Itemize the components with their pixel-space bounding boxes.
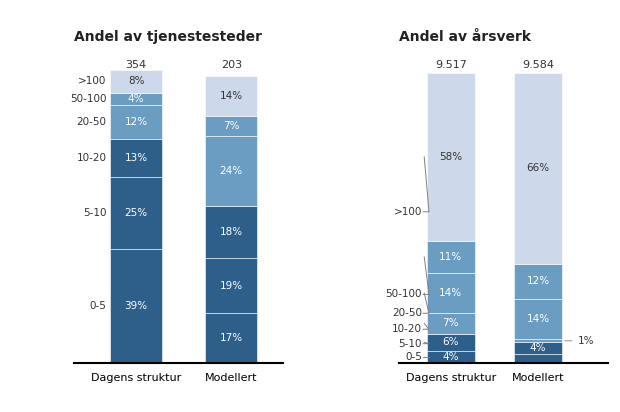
Text: 20-50: 20-50 [77, 117, 107, 127]
Text: 66%: 66% [526, 163, 549, 173]
Text: 25%: 25% [125, 208, 148, 218]
Bar [205, 258, 257, 313]
Text: 24%: 24% [219, 166, 243, 176]
Text: 13%: 13% [125, 153, 148, 163]
Text: 0-5: 0-5 [405, 352, 422, 362]
Text: 4%: 4% [443, 352, 459, 362]
Text: 6%: 6% [443, 337, 459, 347]
Bar [205, 313, 257, 363]
Text: 8%: 8% [128, 76, 144, 87]
Text: 9.517: 9.517 [435, 60, 467, 70]
Text: 4%: 4% [529, 343, 546, 353]
Text: 50-100: 50-100 [70, 94, 107, 104]
Bar [110, 105, 162, 139]
Bar [514, 339, 562, 342]
Text: 7%: 7% [223, 121, 239, 131]
Text: >100: >100 [78, 76, 107, 87]
Bar [110, 93, 162, 105]
Bar [427, 334, 475, 351]
Text: 17%: 17% [219, 333, 243, 343]
Bar [427, 273, 475, 313]
Text: 50-100: 50-100 [386, 289, 422, 300]
Bar [427, 73, 475, 241]
Text: >100: >100 [394, 207, 422, 217]
Bar [110, 177, 162, 250]
Bar [514, 354, 562, 363]
Text: Andel av årsverk: Andel av årsverk [399, 30, 531, 44]
Text: 9.584: 9.584 [522, 60, 554, 70]
Bar [427, 241, 475, 273]
Bar [110, 139, 162, 177]
Text: 18%: 18% [219, 227, 243, 237]
Bar [205, 116, 257, 136]
Text: 58%: 58% [439, 152, 463, 162]
Text: 10-20: 10-20 [392, 324, 422, 334]
Bar [205, 136, 257, 206]
Text: 12%: 12% [526, 276, 549, 286]
Bar [514, 73, 562, 264]
Text: Andel av tjenestesteder: Andel av tjenestesteder [74, 30, 262, 44]
Text: 14%: 14% [219, 91, 243, 101]
Text: 5-10: 5-10 [399, 339, 422, 349]
Bar [427, 313, 475, 334]
Text: 12%: 12% [125, 117, 148, 127]
Text: 5-10: 5-10 [83, 208, 107, 218]
Text: 39%: 39% [125, 301, 148, 311]
Text: 14%: 14% [439, 288, 463, 298]
Bar [514, 299, 562, 339]
Text: 11%: 11% [439, 252, 463, 262]
Text: 19%: 19% [219, 281, 243, 291]
Text: 203: 203 [221, 60, 242, 70]
Text: 7%: 7% [443, 318, 459, 328]
Text: 20-50: 20-50 [392, 308, 422, 318]
Text: 4%: 4% [128, 94, 144, 104]
Text: 14%: 14% [526, 314, 549, 324]
Bar [514, 342, 562, 354]
Text: 1%: 1% [565, 336, 594, 346]
Text: 10-20: 10-20 [77, 153, 107, 163]
Text: 354: 354 [126, 60, 147, 70]
Text: 0-5: 0-5 [90, 301, 107, 311]
Bar [205, 75, 257, 116]
Bar [110, 70, 162, 93]
Bar [427, 351, 475, 363]
Bar [110, 250, 162, 363]
Bar [205, 206, 257, 258]
Bar [514, 264, 562, 299]
